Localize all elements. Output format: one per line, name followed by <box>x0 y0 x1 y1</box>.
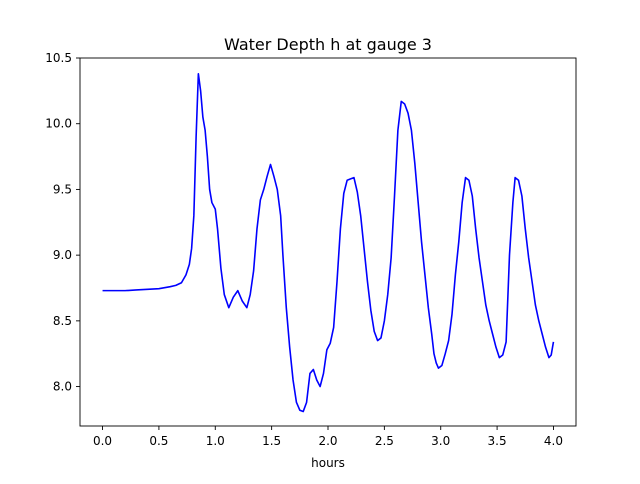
y-tick-label: 8.5 <box>53 314 72 328</box>
x-tick-label: 3.5 <box>488 434 507 448</box>
y-tick-label: 8.0 <box>53 380 72 394</box>
y-tick-label: 10.5 <box>45 51 72 65</box>
x-tick-label: 4.0 <box>544 434 563 448</box>
y-tick-label: 9.0 <box>53 248 72 262</box>
series-line <box>102 72 555 413</box>
x-tick-label: 2.0 <box>318 434 337 448</box>
x-tick-label: 1.0 <box>206 434 225 448</box>
x-tick-label: 2.5 <box>375 434 394 448</box>
x-tick-label: 0.0 <box>93 434 112 448</box>
axes: 0.0 0.5 1.0 1.5 2.0 2.5 3.0 3.5 4.0 8.0 8.5 9.0 9.5 1… <box>45 51 577 448</box>
y-tick-label: 10.0 <box>45 117 72 131</box>
plot-area <box>102 72 555 413</box>
x-tick-label: 0.5 <box>149 434 168 448</box>
x-tick-label: 1.5 <box>262 434 281 448</box>
y-tick-label: 9.5 <box>53 182 72 196</box>
x-tick-label: 3.0 <box>431 434 450 448</box>
chart-title: Water Depth h at gauge 3 <box>224 35 432 54</box>
x-axis-label: hours <box>311 456 345 470</box>
